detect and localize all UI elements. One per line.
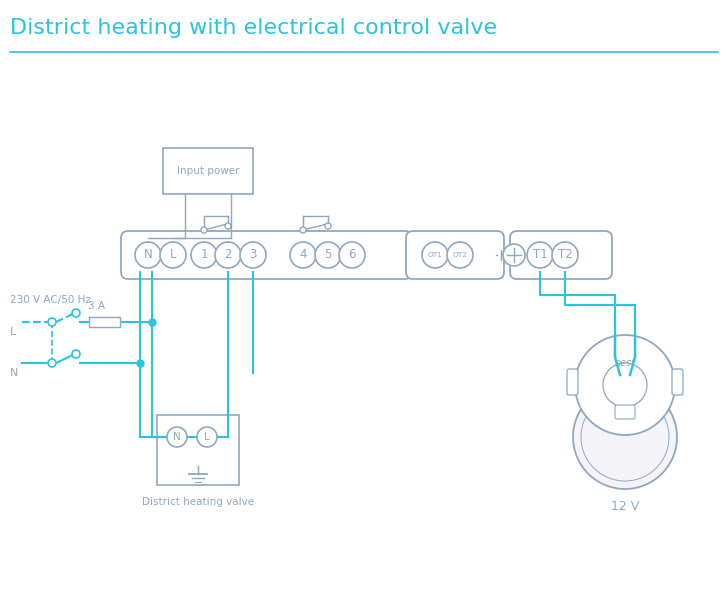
Circle shape bbox=[160, 242, 186, 268]
Text: 4: 4 bbox=[299, 248, 306, 261]
Circle shape bbox=[48, 359, 56, 367]
Text: Input power: Input power bbox=[177, 166, 240, 176]
Text: N: N bbox=[173, 432, 181, 442]
Text: L: L bbox=[10, 327, 16, 337]
Circle shape bbox=[135, 242, 161, 268]
Circle shape bbox=[325, 223, 331, 229]
Text: T1: T1 bbox=[533, 248, 547, 261]
Text: 12 V: 12 V bbox=[611, 500, 639, 513]
Circle shape bbox=[315, 242, 341, 268]
FancyBboxPatch shape bbox=[672, 369, 683, 395]
Text: 2: 2 bbox=[224, 248, 232, 261]
Text: District heating with electrical control valve: District heating with electrical control… bbox=[10, 18, 497, 38]
Text: OT1: OT1 bbox=[427, 252, 443, 258]
Circle shape bbox=[527, 242, 553, 268]
Circle shape bbox=[503, 244, 525, 266]
Text: nest: nest bbox=[617, 426, 633, 435]
Circle shape bbox=[72, 309, 80, 317]
Circle shape bbox=[215, 242, 241, 268]
FancyBboxPatch shape bbox=[406, 231, 504, 279]
FancyBboxPatch shape bbox=[615, 405, 635, 419]
FancyBboxPatch shape bbox=[89, 317, 120, 327]
Circle shape bbox=[422, 242, 448, 268]
Text: 3: 3 bbox=[249, 248, 257, 261]
Circle shape bbox=[573, 385, 677, 489]
Text: 1: 1 bbox=[200, 248, 207, 261]
Circle shape bbox=[447, 242, 473, 268]
Circle shape bbox=[72, 350, 80, 358]
Text: 5: 5 bbox=[324, 248, 332, 261]
FancyBboxPatch shape bbox=[510, 231, 612, 279]
Circle shape bbox=[201, 227, 207, 233]
Circle shape bbox=[575, 335, 675, 435]
Circle shape bbox=[290, 242, 316, 268]
Circle shape bbox=[167, 427, 187, 447]
Text: 3 A: 3 A bbox=[89, 301, 106, 311]
FancyBboxPatch shape bbox=[163, 148, 253, 194]
Text: 230 V AC/50 Hz: 230 V AC/50 Hz bbox=[10, 295, 91, 305]
Text: 6: 6 bbox=[348, 248, 356, 261]
Text: N: N bbox=[10, 368, 18, 378]
Text: T2: T2 bbox=[558, 248, 572, 261]
Text: L: L bbox=[204, 432, 210, 442]
Text: District heating valve: District heating valve bbox=[142, 497, 254, 507]
Circle shape bbox=[48, 318, 56, 326]
Text: OT2: OT2 bbox=[453, 252, 467, 258]
Circle shape bbox=[197, 427, 217, 447]
Circle shape bbox=[552, 242, 578, 268]
FancyBboxPatch shape bbox=[157, 415, 239, 485]
Circle shape bbox=[339, 242, 365, 268]
Text: nest: nest bbox=[614, 358, 636, 368]
FancyBboxPatch shape bbox=[121, 231, 412, 279]
Circle shape bbox=[300, 227, 306, 233]
Circle shape bbox=[240, 242, 266, 268]
Text: N: N bbox=[143, 248, 152, 261]
FancyBboxPatch shape bbox=[567, 369, 578, 395]
Circle shape bbox=[191, 242, 217, 268]
Text: L: L bbox=[170, 248, 176, 261]
Circle shape bbox=[225, 223, 231, 229]
